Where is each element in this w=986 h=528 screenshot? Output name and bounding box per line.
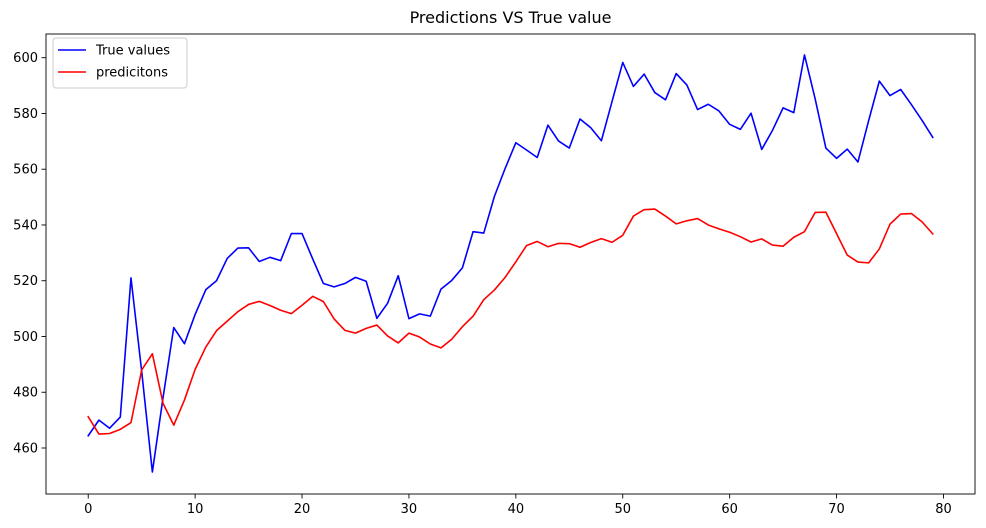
x-tick-label: 70 (828, 502, 845, 517)
y-tick-label: 560 (13, 163, 38, 178)
x-tick-label: 30 (401, 502, 418, 517)
legend-label-predictions: predicitons (96, 66, 168, 81)
y-tick-label: 600 (13, 51, 38, 66)
legend-label-true-values: True values (95, 44, 170, 59)
x-tick-label: 80 (935, 502, 952, 517)
series-line-true-values (87, 54, 934, 473)
y-tick-label: 480 (13, 386, 38, 401)
series-line-predictions (87, 208, 934, 435)
y-tick-label: 520 (13, 274, 38, 289)
chart-title: Predictions VS True value (410, 8, 612, 27)
x-tick-label: 50 (614, 502, 631, 517)
legend: True values predicitons (52, 37, 188, 89)
y-tick-label: 500 (13, 330, 38, 345)
x-tick-label: 10 (187, 502, 204, 517)
legend-box (52, 37, 188, 89)
y-tick-label: 460 (13, 442, 38, 457)
y-tick-label: 540 (13, 218, 38, 233)
x-tick-label: 0 (84, 502, 92, 517)
series-layer (87, 54, 934, 473)
axes-layer: 0 10 20 30 40 50 60 70 80 460 480 500 520 540 560 580 60… (13, 33, 976, 517)
x-tick-label: 40 (508, 502, 525, 517)
plot-frame (45, 33, 976, 495)
y-tick-label: 580 (13, 107, 38, 122)
x-tick-label: 60 (721, 502, 738, 517)
x-tick-label: 20 (294, 502, 311, 517)
